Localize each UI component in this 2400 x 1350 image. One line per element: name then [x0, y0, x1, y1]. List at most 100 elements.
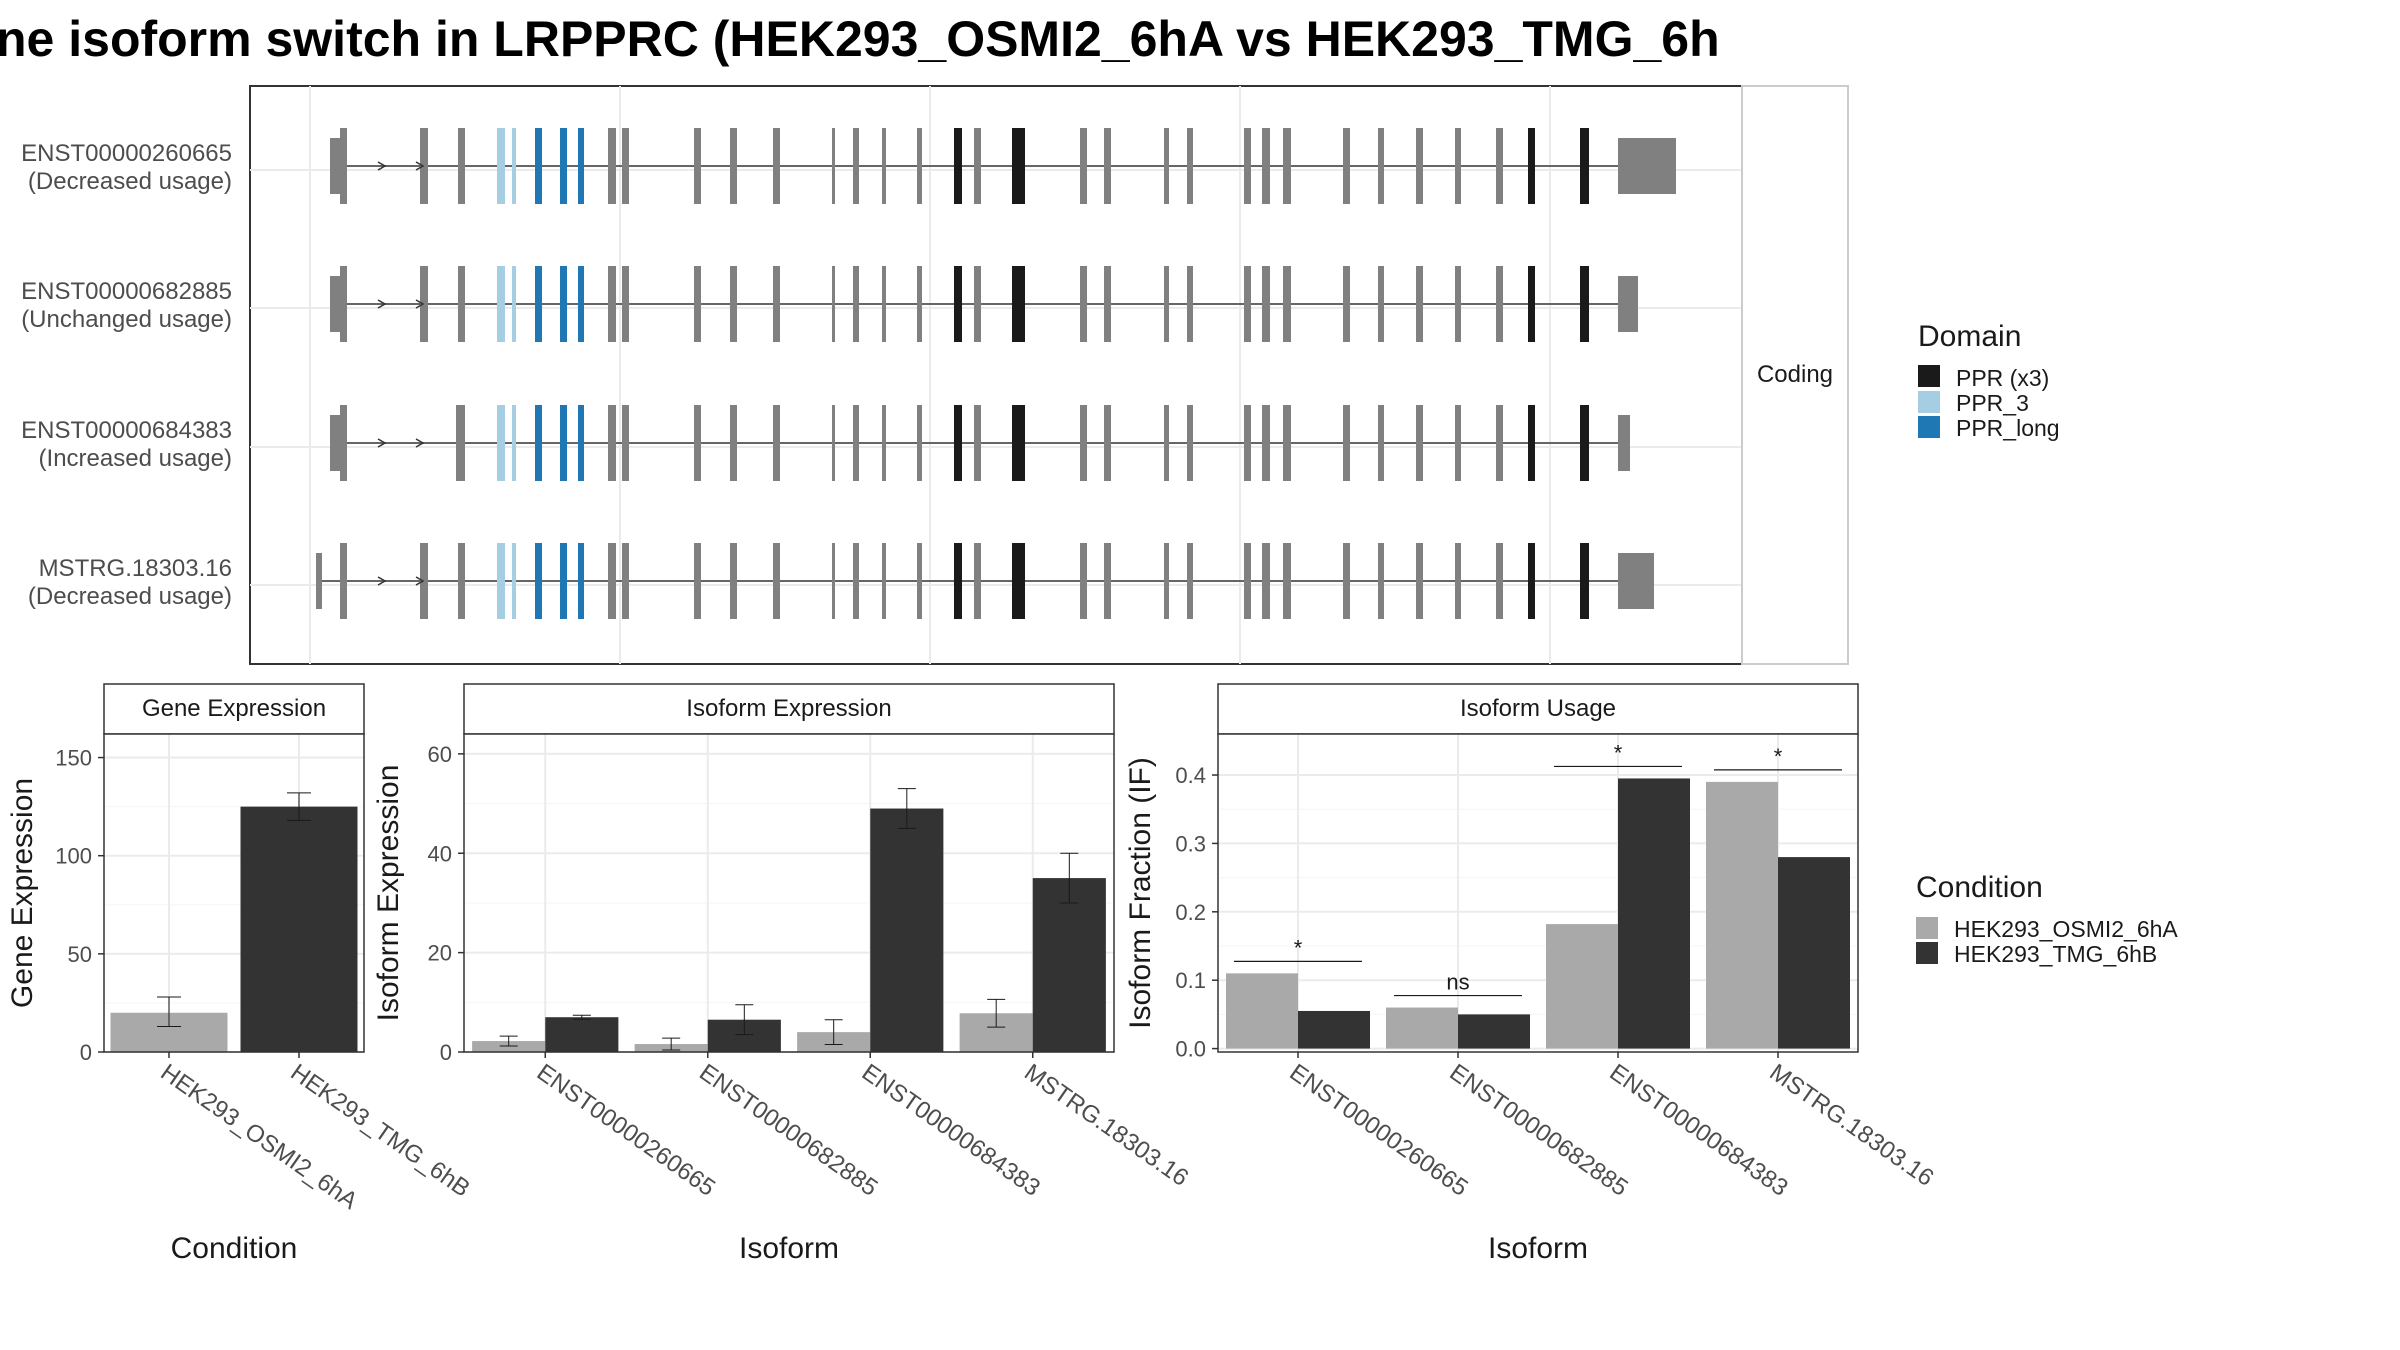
exon [608, 543, 616, 619]
exon [1528, 128, 1535, 204]
significance-label: * [1294, 935, 1303, 960]
exon [1496, 128, 1503, 204]
isoform-usage-plot-frame [1217, 733, 1859, 1053]
exon [1580, 266, 1589, 342]
y-tick-label: 50 [68, 942, 92, 967]
exon [578, 266, 584, 342]
exon [853, 405, 859, 481]
exon [1244, 128, 1251, 204]
exon [1104, 266, 1111, 342]
y-tick-label: 150 [55, 746, 92, 771]
exon [882, 266, 886, 342]
exon [917, 405, 922, 481]
direction-arrow [415, 438, 425, 448]
exon [730, 128, 737, 204]
exon [1262, 543, 1270, 619]
domain-legend: Domain PPR (x3) PPR_3 PPR_long [1918, 320, 2060, 441]
direction-arrow [377, 576, 387, 586]
exon [1187, 266, 1193, 342]
exon [1012, 543, 1025, 619]
exon [1416, 405, 1423, 481]
exon [694, 405, 701, 481]
bar [1386, 1007, 1458, 1049]
exon [853, 266, 859, 342]
exon [773, 405, 780, 481]
exon [560, 128, 567, 204]
exon [1012, 128, 1025, 204]
isoform-expression-strip-label: Isoform Expression [686, 695, 891, 722]
legend-label-ppr-3: PPR_3 [1956, 390, 2029, 416]
legend-key-ppr-3 [1918, 391, 1940, 413]
exon [1262, 266, 1270, 342]
bar [1546, 924, 1618, 1049]
exon [974, 128, 981, 204]
isoform-label-3: MSTRG.18303.16 (Decreased usage) [28, 555, 232, 610]
exon [730, 405, 737, 481]
exon [1244, 266, 1251, 342]
isoform-usage-x-ticks: ENST00000260665 ENST00000682885 ENST0000… [1285, 1059, 1939, 1202]
exon [853, 543, 859, 619]
exon [608, 266, 616, 342]
exon [1283, 543, 1291, 619]
exon [340, 543, 347, 619]
isoform-id-label: ENST00000260665 [21, 140, 232, 167]
isoform-expression-y-axis-title: Isoform Expression [372, 765, 405, 1022]
exon [622, 405, 629, 481]
isoform-usage-panel: Isoform Usage 0.0 0.1 0.2 0.3 0.4 * ns *… [1124, 683, 1939, 1265]
exon [608, 405, 616, 481]
bar [545, 1017, 619, 1052]
exon [512, 543, 516, 619]
exon [560, 543, 567, 619]
significance-label: ns [1446, 970, 1469, 995]
bar [1458, 1014, 1530, 1049]
y-tick-label: 40 [428, 841, 452, 866]
isoform-usage-label: (Increased usage) [39, 445, 232, 472]
isoform-usage-significance: * ns * * [1294, 740, 1783, 994]
figure-title: ne isoform switch in LRPPRC (HEK293_OSMI… [0, 11, 1720, 67]
exon [882, 543, 886, 619]
exon [1187, 543, 1193, 619]
legend-key-tmg [1916, 942, 1938, 964]
coding-strip [1741, 85, 1849, 665]
exon [1080, 128, 1087, 204]
isoform-label-2: ENST00000684383 (Increased usage) [21, 417, 232, 472]
exon [497, 405, 505, 481]
y-tick-label: 0.2 [1175, 900, 1206, 925]
legend-key-osmi2 [1916, 917, 1938, 939]
condition-legend-title: Condition [1916, 871, 2043, 904]
exon [1580, 405, 1589, 481]
exon [694, 128, 701, 204]
gene-expression-x-axis-title: Condition [171, 1232, 298, 1265]
direction-arrow [415, 299, 425, 309]
isoform-expression-marks [472, 788, 1106, 1052]
exon [1244, 543, 1251, 619]
exon [1187, 405, 1193, 481]
x-tick-label: ENST00000260665 [532, 1059, 720, 1202]
exon [773, 266, 780, 342]
exon [1496, 543, 1503, 619]
exon [1378, 405, 1384, 481]
exon [535, 543, 542, 619]
exon [340, 266, 347, 342]
x-tick-label: ENST00000682885 [694, 1059, 882, 1202]
isoform-usage-label: (Decreased usage) [28, 583, 232, 610]
exon [1283, 266, 1291, 342]
x-tick-label: MSTRG.18303.16 [1765, 1059, 1939, 1192]
exon [832, 405, 835, 481]
y-tick-label: 20 [428, 941, 452, 966]
isoform-usage-y-ticks: 0.0 0.1 0.2 0.3 0.4 [1175, 763, 1206, 1062]
exon [1283, 405, 1291, 481]
exon [512, 405, 516, 481]
isoform-usage-label: (Decreased usage) [28, 168, 232, 195]
y-tick-label: 0 [440, 1040, 452, 1065]
legend-label-osmi2: HEK293_OSMI2_6hA [1954, 916, 2178, 942]
exon [1496, 266, 1503, 342]
exon [1244, 405, 1251, 481]
exon [1104, 128, 1111, 204]
exon [974, 543, 981, 619]
exon [340, 405, 347, 481]
exon [917, 266, 922, 342]
exon [1104, 405, 1111, 481]
y-tick-label: 60 [428, 742, 452, 767]
isoform-id-label: MSTRG.18303.16 [39, 555, 232, 582]
